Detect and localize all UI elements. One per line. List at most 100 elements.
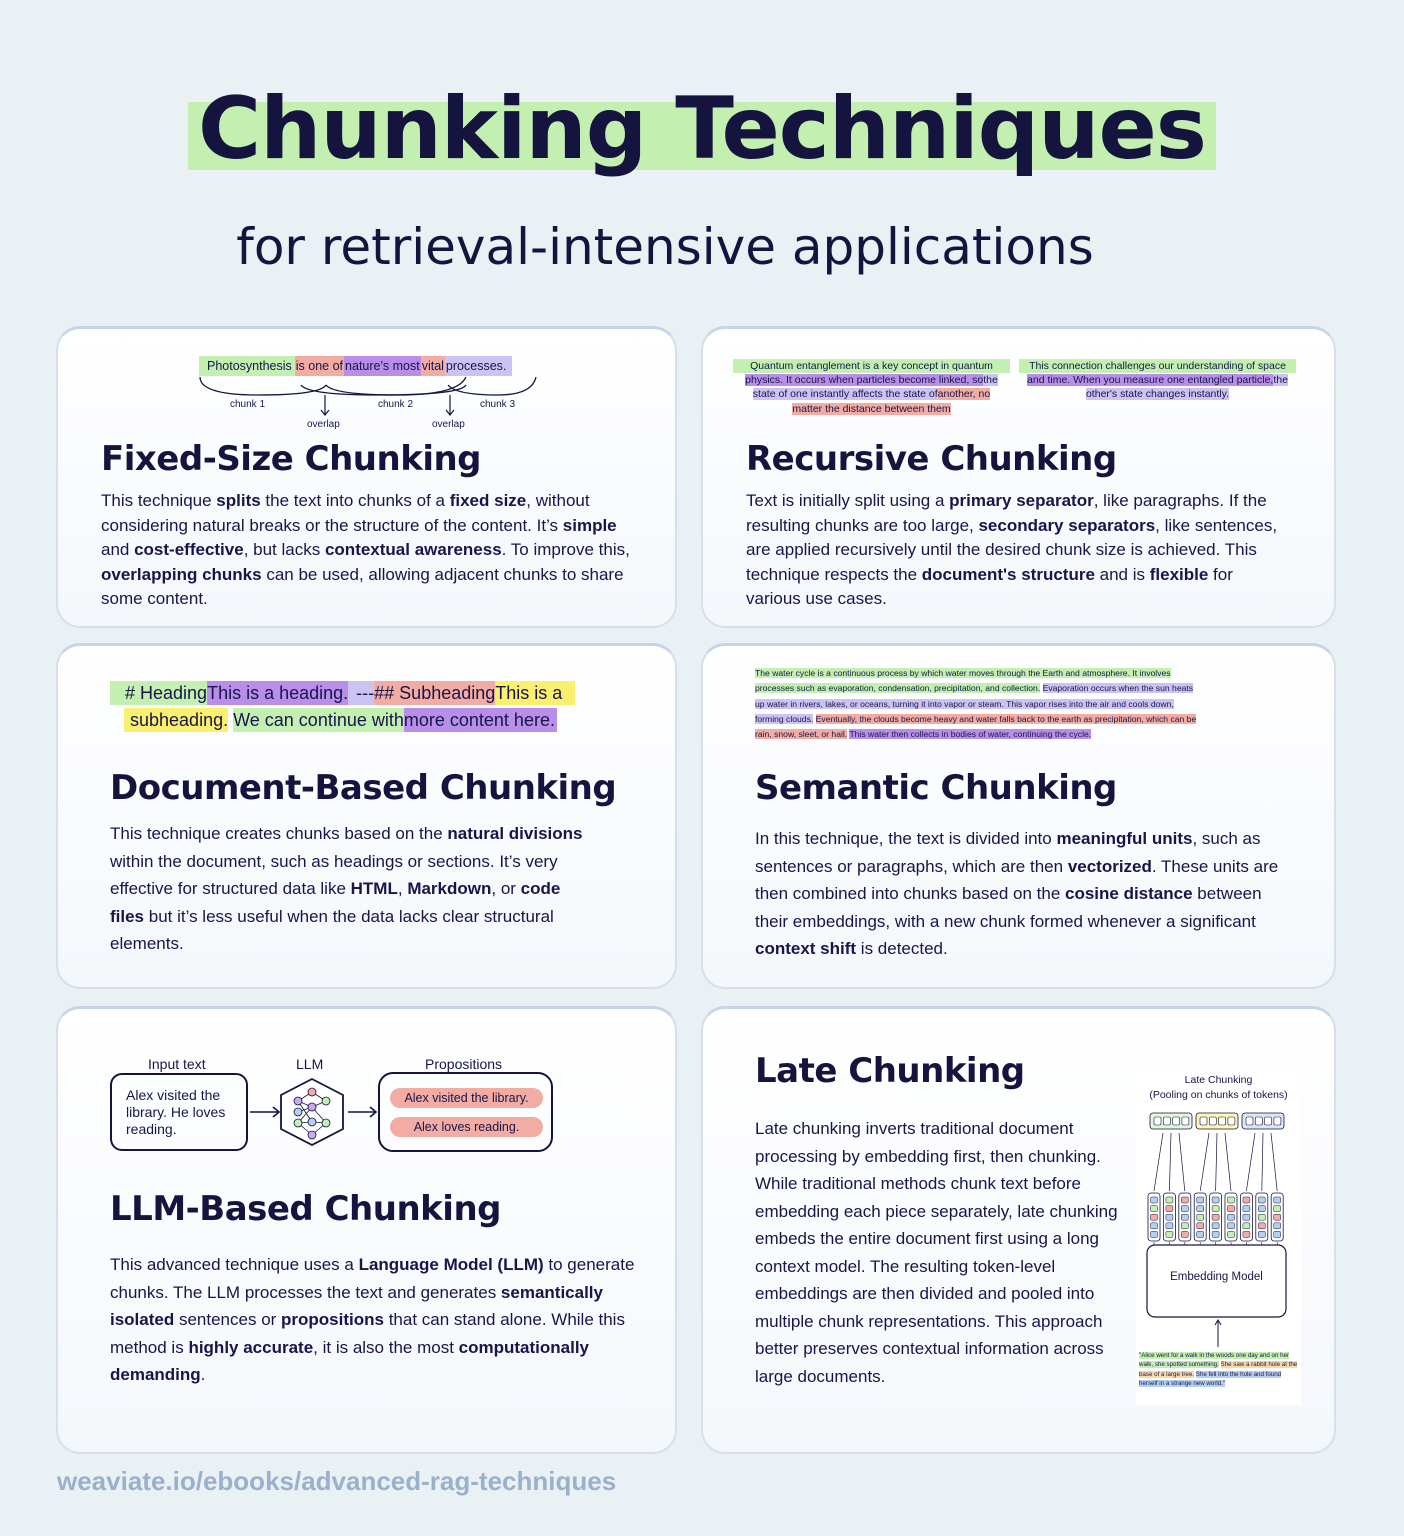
embedding-cell [1150, 1205, 1158, 1212]
card-title: Late Chunking [755, 1051, 1025, 1091]
fixed-segment: processes. [444, 356, 513, 376]
vector-cell [1255, 1116, 1263, 1126]
fixed-braces [199, 376, 537, 416]
fixed-segment: Photosynthesis [199, 356, 295, 376]
recursive-line: This connection challenges our understan… [1019, 359, 1296, 374]
embedding-cell [1227, 1205, 1235, 1212]
semantic-example: The water cycle is a continuous process … [755, 666, 1200, 742]
recursive-line: other's state changes instantly. [1085, 388, 1230, 401]
vector-cell [1245, 1116, 1254, 1126]
late-chunking-diagram [1146, 1112, 1287, 1347]
fixed-example: Photosynthesis is one of nature's most vita… [199, 356, 513, 376]
input-text: Alex visited the library. He loves readi… [126, 1087, 226, 1137]
card-title: Fixed-Size Chunking [101, 439, 482, 479]
vector-cell [1162, 1116, 1171, 1126]
embedding-cell [1258, 1213, 1266, 1221]
card-title: Document-Based Chunking [110, 768, 617, 808]
recursive-line: another, no [937, 388, 991, 401]
embedding-cell [1150, 1213, 1158, 1221]
doc-segment: We can continue with [233, 708, 404, 732]
embedding-cell [1242, 1213, 1251, 1221]
embedding-cell [1273, 1231, 1281, 1238]
doc-segment: subheading. [124, 708, 229, 732]
recursive-line: state of one instantly affects the state… [752, 388, 938, 401]
embedding-cell [1196, 1196, 1204, 1204]
late-diagram-subtitle: (Pooling on chunks of tokens) [1149, 1089, 1288, 1101]
recursive-line: and time. When you measure one entangled… [1027, 374, 1274, 387]
pooling-arrow [1215, 1132, 1218, 1192]
embedding-cell [1165, 1205, 1174, 1212]
embedding-cell [1242, 1205, 1251, 1212]
recursive-line: physics. It occurs when particles become… [745, 374, 984, 387]
doc-segment: ## Subheading [374, 681, 496, 705]
vector-cell [1264, 1116, 1272, 1126]
overlap-label: overlap [432, 419, 465, 430]
card-body: Text is initially split using a primary … [746, 491, 1278, 608]
embedding-cell [1150, 1196, 1158, 1204]
embedding-cell [1165, 1231, 1174, 1238]
doc-segment: This is a heading. [207, 681, 349, 705]
embedding-cell [1273, 1196, 1281, 1204]
semantic-segment: This water then collects in bodies of wa… [849, 729, 1092, 740]
embedding-cell [1227, 1213, 1235, 1221]
vector-cell [1199, 1116, 1208, 1126]
embedding-cell [1165, 1213, 1174, 1221]
embedding-cell [1196, 1205, 1204, 1212]
card-title: Semantic Chunking [755, 768, 1117, 808]
document-example: # HeadingThis is a heading. ---## Subhead… [110, 680, 620, 734]
recursive-example-right: This connection challenges our understan… [1019, 359, 1296, 402]
vector-cell [1153, 1116, 1162, 1126]
card-body: This technique splits the text into chun… [101, 491, 630, 608]
card-semantic: The water cycle is a continuous process … [701, 643, 1336, 989]
card-body: Late chunking inverts traditional docume… [755, 1119, 1118, 1386]
chunk-label: chunk 1 [230, 399, 266, 410]
doc-segment: --- [348, 681, 375, 705]
late-diagram: Late Chunking (Pooling on chunks of toke… [1136, 1067, 1301, 1405]
embedding-cell [1273, 1205, 1281, 1212]
doc-segment: more content here. [403, 708, 557, 732]
proposition: Alex loves reading. [413, 1120, 520, 1134]
fixed-segment: nature's most [344, 356, 421, 376]
vector-cell [1218, 1116, 1226, 1126]
diagram-label: LLM [296, 1056, 324, 1072]
fixed-segment: is one of [294, 356, 345, 376]
embedding-cell [1181, 1213, 1189, 1221]
pooling-arrow [1153, 1132, 1164, 1192]
card-late: Late Chunking Late chunking inverts trad… [701, 1006, 1336, 1454]
chunk-label: chunk 3 [480, 399, 516, 410]
embedding-cell [1211, 1231, 1220, 1238]
card-fixed-size: Photosynthesis is one of nature's most vita… [56, 326, 677, 628]
diagram-label: Input text [148, 1056, 206, 1072]
pooling-arrow [1178, 1132, 1186, 1192]
doc-segment: This is a [495, 681, 576, 705]
embedding-cell [1211, 1205, 1220, 1212]
recursive-line: the [1273, 374, 1288, 387]
card-document-based: # HeadingThis is a heading. ---## Subhead… [56, 643, 677, 989]
embedding-cell [1165, 1222, 1174, 1230]
embedding-cell [1227, 1231, 1235, 1238]
recursive-line: Quantum entanglement is a key concept in… [733, 359, 1010, 374]
vector-cell [1209, 1116, 1217, 1126]
pooling-arrow [1169, 1132, 1172, 1192]
embedding-cell [1181, 1222, 1189, 1230]
late-input-text: "Alice went for a walk in the woods one … [1139, 1351, 1299, 1389]
card-body: In this technique, the text is divided i… [755, 829, 1279, 958]
embedding-cell [1181, 1205, 1189, 1212]
embedding-cell [1258, 1222, 1266, 1230]
embedding-cell [1150, 1222, 1158, 1230]
card-llm-based: Input text LLM Propositions Alex visited… [56, 1006, 677, 1454]
embedding-cell [1273, 1213, 1281, 1221]
embedding-cell [1196, 1231, 1204, 1238]
embedding-cell [1258, 1205, 1266, 1212]
page-title: Chunking Techniques [188, 86, 1216, 172]
diagram-label: Propositions [425, 1056, 503, 1072]
card-title: LLM-Based Chunking [110, 1189, 501, 1229]
recursive-example-left: Quantum entanglement is a key concept in… [733, 359, 1010, 416]
footer-url[interactable]: weaviate.io/ebooks/advanced-rag-techniqu… [57, 1466, 617, 1496]
recursive-line: the [983, 374, 998, 387]
embedding-model-label: Embedding Model [1170, 1271, 1263, 1283]
pooling-arrow [1270, 1132, 1278, 1192]
pooling-arrow [1199, 1132, 1210, 1192]
embedding-cell [1181, 1231, 1189, 1238]
embedding-cell [1258, 1231, 1266, 1238]
